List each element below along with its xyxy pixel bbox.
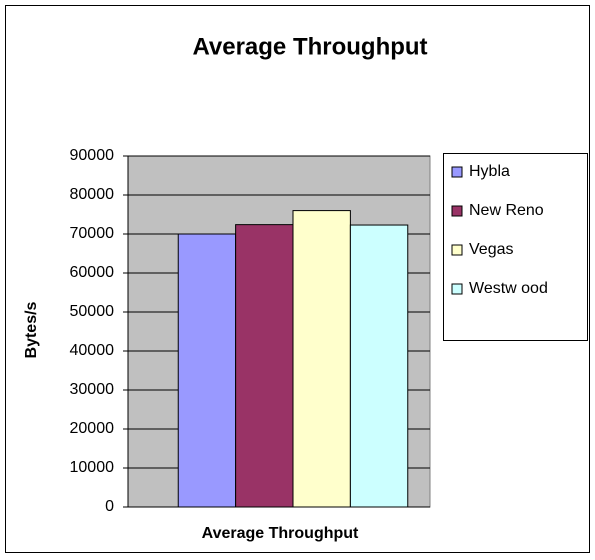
y-tick-label: 20000 <box>70 420 115 437</box>
y-tick-label: 80000 <box>70 186 115 203</box>
legend-label: Hybla <box>469 163 510 180</box>
legend-swatch <box>451 283 463 295</box>
y-tick-label: 90000 <box>70 147 115 164</box>
x-axis-label: Average Throughput <box>202 525 359 542</box>
y-axis-label: Bytes/s <box>23 301 40 358</box>
y-tick-label: 10000 <box>70 459 115 476</box>
legend-box <box>443 153 588 341</box>
y-tick-label: 60000 <box>70 264 115 281</box>
y-tick-label: 50000 <box>70 303 115 320</box>
chart-title: Average Throughput <box>192 33 427 60</box>
legend-swatch <box>451 166 463 178</box>
bar <box>235 224 294 508</box>
legend-swatch <box>451 244 463 256</box>
bar <box>177 233 237 508</box>
legend-label: Westw ood <box>469 280 548 297</box>
y-tick-label: 0 <box>105 498 114 515</box>
legend-swatch <box>451 205 463 217</box>
y-tick-label: 70000 <box>70 225 115 242</box>
bar <box>292 210 351 508</box>
legend-label: New Reno <box>469 202 544 219</box>
y-tick-label: 30000 <box>70 381 115 398</box>
y-tick-label: 40000 <box>70 342 115 359</box>
legend-label: Vegas <box>469 241 513 258</box>
bar <box>349 224 409 508</box>
